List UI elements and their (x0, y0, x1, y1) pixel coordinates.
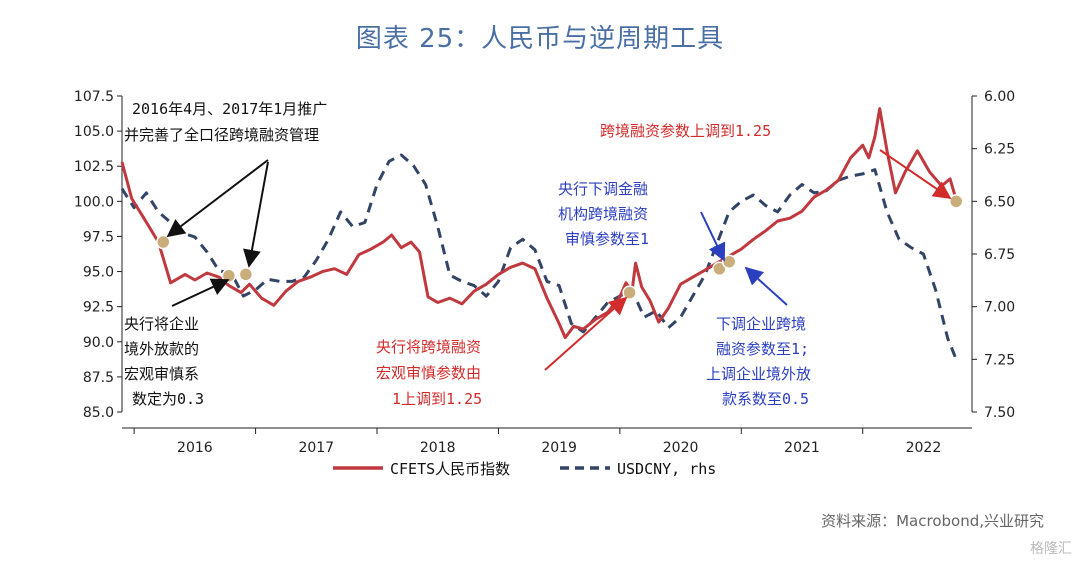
annotation-line: 1上调到1.25 (392, 390, 482, 408)
right-tick-label: 7.25 (984, 352, 1015, 368)
event-marker (221, 268, 237, 284)
right-tick-label: 6.75 (984, 247, 1015, 263)
x-tick-label: 2019 (541, 440, 577, 456)
annotation-line: 审慎参数至1 (565, 230, 649, 248)
left-axis-ticks: 107.5 105.0 102.5 100.0 97.5 95.0 92.5 90.0 87.5… (74, 89, 122, 421)
annotation-line: 机构跨境融资 (558, 205, 648, 223)
left-tick-label: 105.0 (74, 124, 114, 140)
chart-legend: CFETS人民币指数 USDCNY, rhs (333, 460, 716, 478)
arrow-2020-corp-lower (744, 266, 788, 306)
event-marker (156, 234, 171, 250)
event-marker (622, 285, 637, 300)
annotation-line: 并完善了全口径跨境融资管理 (124, 126, 319, 144)
x-tick-label: 2016 (177, 440, 213, 456)
series-layer (120, 107, 958, 360)
annotation-top-left: 2016年4月、2017年1月推广 并完善了全口径跨境融资管理 (124, 100, 327, 144)
annotation-bottom-left: 央行将企业 境外放款的 宏观审慎系 数定为0.3 (124, 315, 204, 408)
annotation-middle-blue: 央行下调金融 机构跨境融资 审慎参数至1 (558, 180, 649, 248)
annotation-line: 央行将跨境融资 (376, 338, 481, 356)
annotation-line: 融资参数至1; (716, 340, 809, 358)
annotation-right-blue: 下调企业跨境 融资参数至1; 上调企业境外放 款系数至0.5 (706, 315, 811, 408)
left-tick-label: 95.0 (83, 265, 114, 281)
left-tick-label: 97.5 (83, 229, 114, 245)
marker-layer (156, 194, 964, 300)
legend-label-usdcny: USDCNY, rhs (617, 460, 716, 478)
watermark: 格隆汇 (1030, 541, 1072, 557)
annotation-line: 下调企业跨境 (716, 315, 806, 333)
annotation-arrows (166, 149, 952, 371)
annotation-top-right: 跨境融资参数上调到1.25 (600, 122, 771, 140)
arrow-2020-raise (544, 296, 628, 371)
source-note: 资料来源：Macrobond,兴业研究 (821, 512, 1044, 530)
left-tick-label: 90.0 (83, 335, 114, 351)
left-tick-label: 92.5 (83, 300, 114, 316)
annotation-line: 数定为0.3 (132, 390, 204, 408)
left-tick-label: 100.0 (74, 194, 114, 210)
event-marker (238, 267, 254, 282)
right-tick-label: 7.50 (984, 405, 1015, 421)
x-axis-ticks: 2016 2017 2018 2019 2020 2021 2022 (133, 428, 942, 456)
arrow-2016-april (166, 159, 269, 238)
annotation-line: 宏观审慎系 (124, 365, 199, 383)
right-tick-label: 6.00 (984, 89, 1015, 105)
annotation-line: 宏观审慎参数由 (376, 364, 481, 382)
arrow-2017-january (243, 161, 269, 268)
annotation-line: 2016年4月、2017年1月推广 (132, 100, 327, 118)
left-tick-label: 85.0 (83, 405, 114, 421)
event-marker (948, 194, 964, 209)
annotation-line: 款系数至0.5 (722, 390, 809, 408)
right-tick-label: 7.00 (984, 300, 1015, 316)
arrow-2020-fin-lower (700, 211, 726, 262)
annotation-line: 境外放款的 (124, 340, 199, 358)
annotation-line: 央行下调金融 (558, 180, 648, 198)
x-tick-label: 2018 (420, 440, 456, 456)
right-tick-label: 6.50 (984, 194, 1015, 210)
series-line-cfets (120, 107, 958, 340)
left-tick-label: 102.5 (74, 159, 114, 175)
left-tick-label: 87.5 (83, 370, 114, 386)
annotation-line: 央行将企业 (124, 315, 199, 333)
x-tick-label: 2020 (663, 440, 699, 456)
event-marker (712, 261, 727, 276)
right-axis-ticks: 6.00 6.25 6.50 6.75 7.00 7.25 7.50 (972, 89, 1015, 421)
annotation-line: 上调企业境外放 (706, 365, 811, 383)
right-tick-label: 6.25 (984, 142, 1015, 158)
series-line-usdcny (120, 153, 958, 360)
legend-label-cfets: CFETS人民币指数 (390, 460, 510, 478)
x-tick-label: 2021 (784, 440, 820, 456)
arrow-2022-raise (879, 149, 952, 200)
left-tick-label: 107.5 (74, 89, 114, 105)
annotation-middle-red: 央行将跨境融资 宏观审慎参数由 1上调到1.25 (376, 338, 482, 408)
arrow-enterprise-lending (171, 278, 230, 307)
x-tick-label: 2022 (906, 440, 942, 456)
chart-title: 图表 25：人民币与逆周期工具 (355, 24, 725, 54)
x-tick-label: 2017 (298, 440, 334, 456)
event-marker (721, 254, 737, 269)
